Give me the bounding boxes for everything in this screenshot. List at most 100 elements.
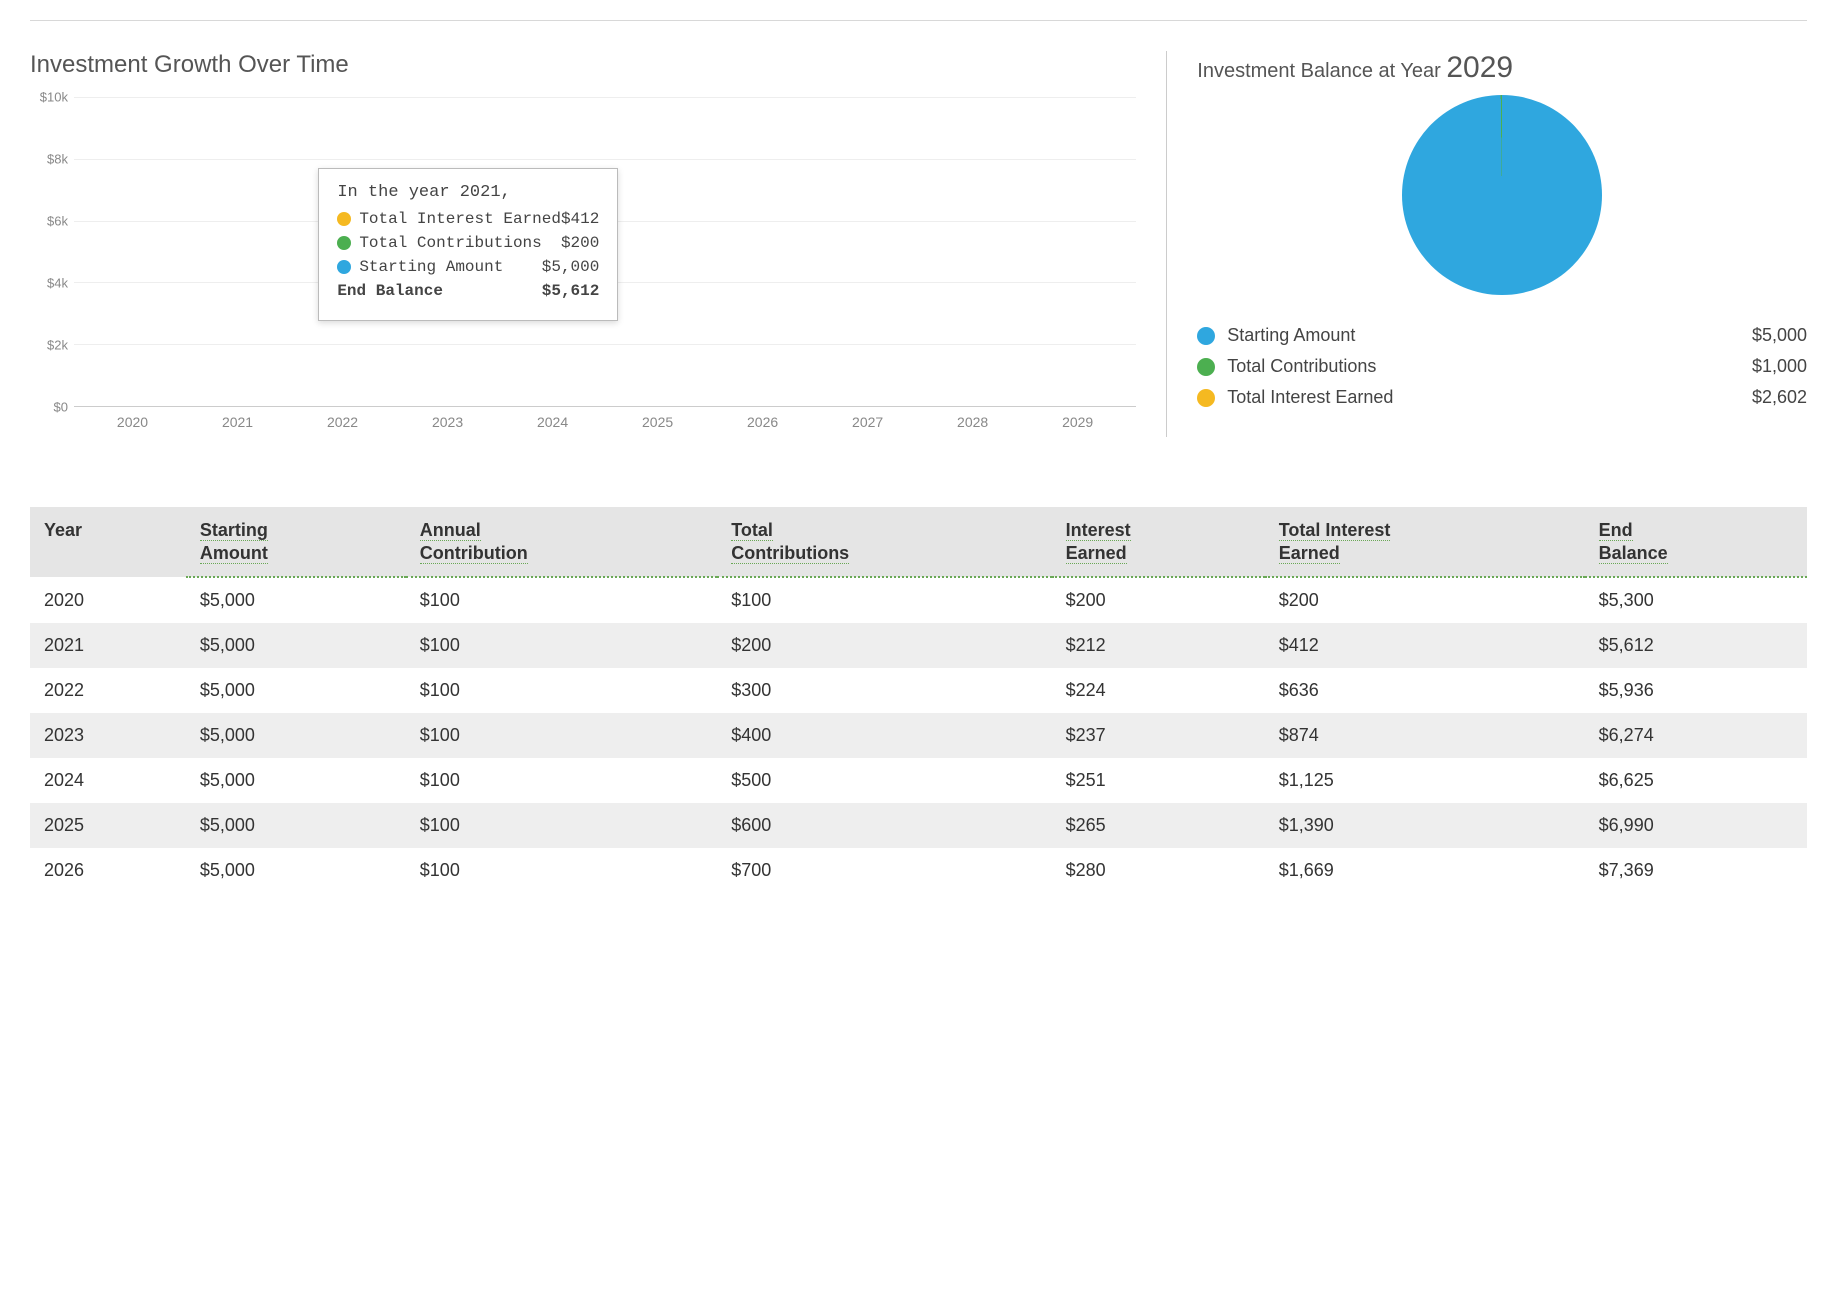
pie-title-year: 2029: [1446, 51, 1513, 84]
tooltip-row-label: Total Interest Earned: [359, 210, 561, 228]
table-row: 2024$5,000$100$500$251$1,125$6,625: [30, 758, 1807, 803]
x-tick-label: 2021: [217, 414, 259, 430]
table-cell: $5,000: [186, 713, 406, 758]
table-cell: $6,274: [1585, 713, 1807, 758]
pie-chart-section: Investment Balance at Year 2029 Starting…: [1167, 51, 1807, 437]
pie-wrap: [1197, 95, 1807, 295]
table-cell: $100: [717, 577, 1051, 623]
table-col-header[interactable]: Year: [30, 507, 186, 577]
pie-legend: Starting Amount$5,000 Total Contributions…: [1197, 325, 1807, 408]
tooltip-row-label: Total Contributions: [359, 234, 541, 252]
legend-dot-icon: [337, 236, 351, 250]
table-cell: $874: [1265, 713, 1585, 758]
x-tick-label: 2028: [952, 414, 994, 430]
y-axis: $0$2k$4k$6k$8k$10k: [30, 97, 74, 407]
table-header-row: YearStartingAmountAnnualContributionTota…: [30, 507, 1807, 577]
table-col-header[interactable]: StartingAmount: [186, 507, 406, 577]
table-cell: $636: [1265, 668, 1585, 713]
table-cell: $700: [717, 848, 1051, 893]
table-cell: $6,625: [1585, 758, 1807, 803]
x-axis-labels: 2020202120222023202420252026202720282029: [74, 407, 1136, 437]
table-cell: $200: [717, 623, 1051, 668]
tooltip-head: In the year 2021,: [337, 183, 599, 202]
y-tick-label: $6k: [47, 214, 68, 229]
y-tick-label: $0: [54, 400, 68, 415]
data-table: YearStartingAmountAnnualContributionTota…: [30, 507, 1807, 893]
table-cell: $100: [406, 577, 717, 623]
pie-legend-row: Total Interest Earned$2,602: [1197, 387, 1807, 408]
tooltip-row-value: $200: [561, 234, 599, 252]
x-tick-label: 2020: [112, 414, 154, 430]
pie-chart-title: Investment Balance at Year 2029: [1197, 51, 1807, 85]
table-cell: $500: [717, 758, 1051, 803]
pie-chart: [1402, 95, 1602, 295]
table-col-header[interactable]: Total InterestEarned: [1265, 507, 1585, 577]
table-cell: 2020: [30, 577, 186, 623]
y-tick-label: $8k: [47, 152, 68, 167]
table-col-header[interactable]: TotalContributions: [717, 507, 1051, 577]
table-cell: $200: [1265, 577, 1585, 623]
top-divider: [30, 20, 1807, 21]
pie-legend-row: Starting Amount$5,000: [1197, 325, 1807, 346]
x-tick-label: 2027: [847, 414, 889, 430]
table-col-header[interactable]: InterestEarned: [1052, 507, 1265, 577]
legend-dot-icon: [337, 212, 351, 226]
table-cell: $7,369: [1585, 848, 1807, 893]
table-row: 2022$5,000$100$300$224$636$5,936: [30, 668, 1807, 713]
table-cell: $1,669: [1265, 848, 1585, 893]
table-cell: $237: [1052, 713, 1265, 758]
table-col-header[interactable]: AnnualContribution: [406, 507, 717, 577]
table-cell: $212: [1052, 623, 1265, 668]
table-cell: $5,300: [1585, 577, 1807, 623]
pie-legend-label: Total Contributions: [1227, 356, 1376, 377]
table-cell: $100: [406, 758, 717, 803]
table-cell: $5,936: [1585, 668, 1807, 713]
table-cell: 2024: [30, 758, 186, 803]
pie-legend-row: Total Contributions$1,000: [1197, 356, 1807, 377]
table-cell: $300: [717, 668, 1051, 713]
table-body: 2020$5,000$100$100$200$200$5,3002021$5,0…: [30, 577, 1807, 893]
table-row: 2020$5,000$100$100$200$200$5,300: [30, 577, 1807, 623]
bar-chart-plot: In the year 2021, Total Interest Earned$…: [74, 97, 1136, 407]
legend-dot-icon: [1197, 358, 1215, 376]
tooltip-row: Total Interest Earned$412: [337, 210, 599, 228]
table-cell: 2023: [30, 713, 186, 758]
tooltip-row-value: $5,000: [542, 258, 600, 276]
tooltip-end-row: End Balance $5,612: [337, 282, 599, 300]
tooltip-end-value: $5,612: [542, 282, 600, 300]
tooltip-row: Starting Amount$5,000: [337, 258, 599, 276]
table-cell: $200: [1052, 577, 1265, 623]
table-cell: $6,990: [1585, 803, 1807, 848]
table-cell: $280: [1052, 848, 1265, 893]
table-cell: $265: [1052, 803, 1265, 848]
table-cell: $5,000: [186, 577, 406, 623]
table-cell: 2021: [30, 623, 186, 668]
table-cell: $5,000: [186, 803, 406, 848]
table-cell: $5,000: [186, 623, 406, 668]
legend-dot-icon: [1197, 389, 1215, 407]
table-row: 2021$5,000$100$200$212$412$5,612: [30, 623, 1807, 668]
table-cell: $412: [1265, 623, 1585, 668]
table-cell: $5,000: [186, 668, 406, 713]
y-tick-label: $4k: [47, 276, 68, 291]
table-cell: $100: [406, 668, 717, 713]
table-row: 2026$5,000$100$700$280$1,669$7,369: [30, 848, 1807, 893]
table-col-header[interactable]: EndBalance: [1585, 507, 1807, 577]
table-cell: $251: [1052, 758, 1265, 803]
table-cell: 2022: [30, 668, 186, 713]
table-cell: $100: [406, 803, 717, 848]
table-cell: 2025: [30, 803, 186, 848]
table-row: 2023$5,000$100$400$237$874$6,274: [30, 713, 1807, 758]
pie-legend-label: Starting Amount: [1227, 325, 1355, 346]
table-cell: 2026: [30, 848, 186, 893]
y-tick-label: $2k: [47, 338, 68, 353]
table-cell: $5,612: [1585, 623, 1807, 668]
table-cell: $1,390: [1265, 803, 1585, 848]
table-cell: $100: [406, 713, 717, 758]
x-tick-label: 2025: [637, 414, 679, 430]
charts-row: Investment Growth Over Time $0$2k$4k$6k$…: [30, 51, 1807, 437]
y-tick-label: $10k: [40, 90, 68, 105]
table-cell: $224: [1052, 668, 1265, 713]
x-tick-label: 2029: [1057, 414, 1099, 430]
bar-chart-area: $0$2k$4k$6k$8k$10k In the year 2021, Tot…: [74, 97, 1136, 437]
